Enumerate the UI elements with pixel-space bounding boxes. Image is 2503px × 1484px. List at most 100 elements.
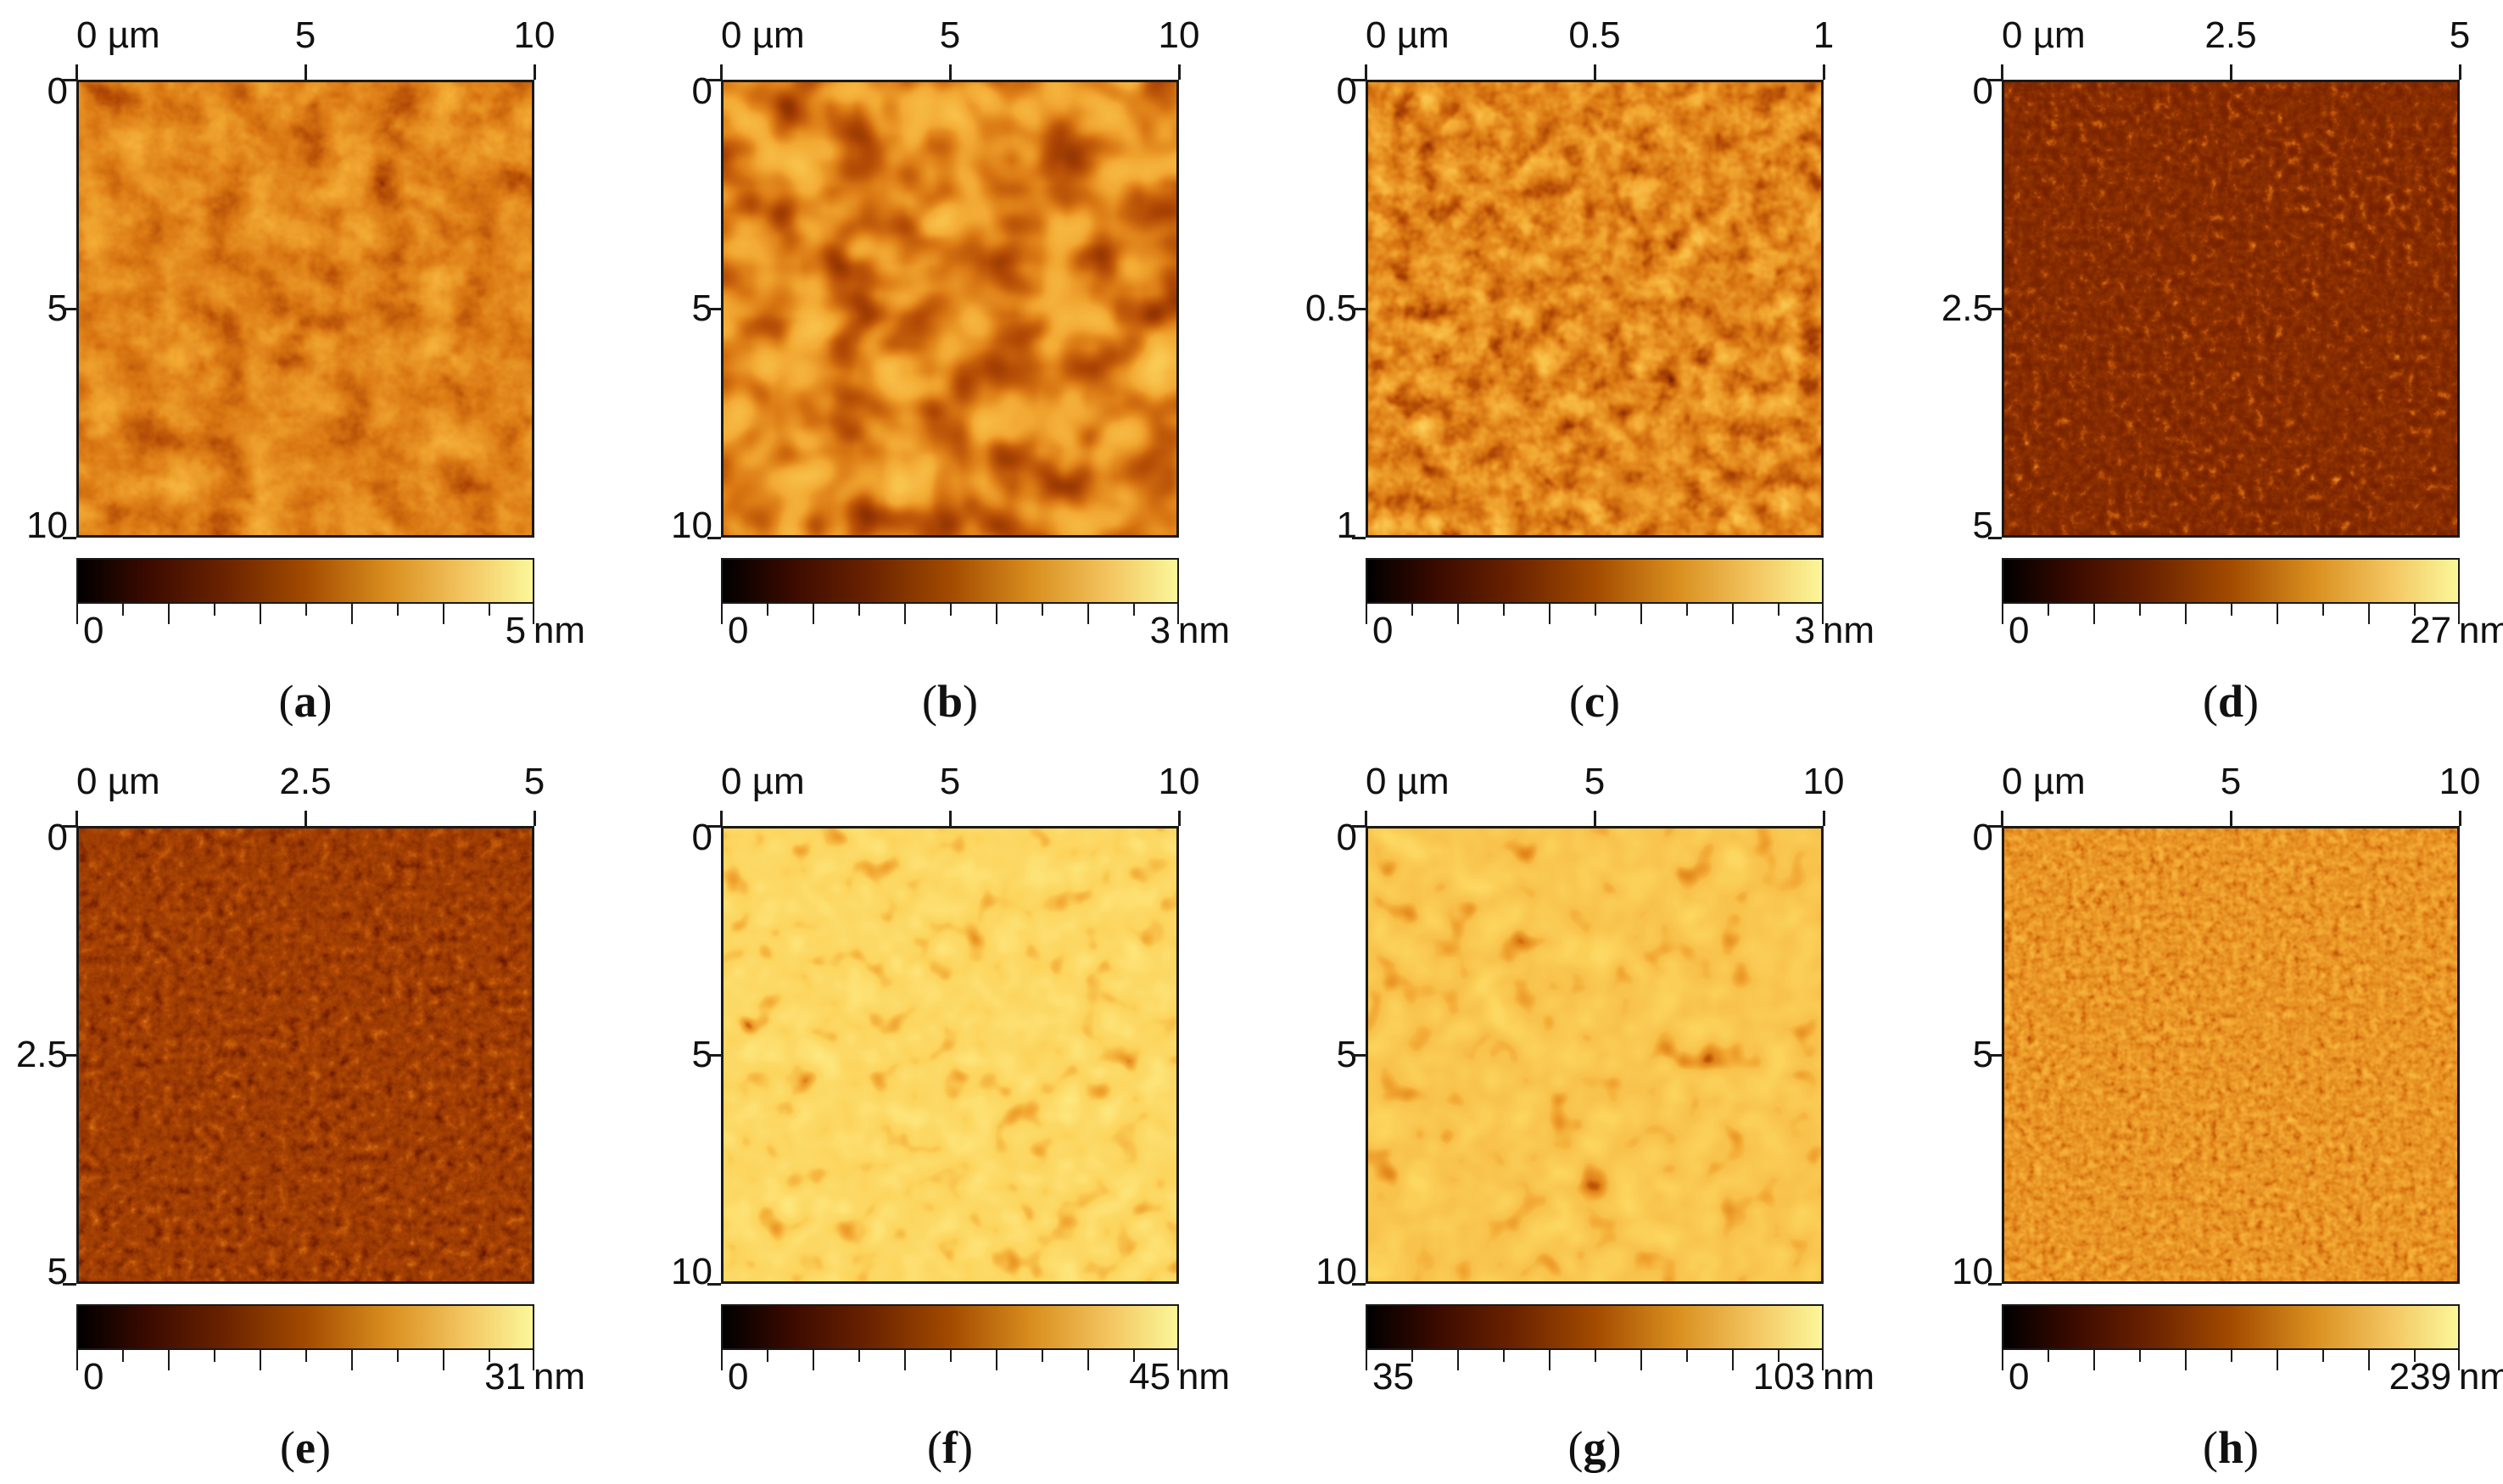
colorbar-max-value: 239 (2388, 1356, 2452, 1398)
colorbar-tick-mark (1640, 1350, 1642, 1370)
colorbar-tick-mark (2185, 604, 2187, 624)
y-axis-tick-label: 0 (1336, 70, 1357, 112)
colorbar-tick-mark (168, 604, 170, 624)
colorbar-tick-mark (305, 1350, 307, 1362)
y-axis-tick-label: 0 (1972, 817, 1993, 858)
y-axis-tick-mark (1352, 1054, 1366, 1057)
colorbar-tick-mark (2368, 604, 2370, 624)
colorbar-tick-mark (2368, 1350, 2370, 1370)
height-map-texture (1368, 828, 1821, 1281)
x-axis-tick-label: 10 (1158, 761, 1200, 802)
y-axis-tick-label: 0 (1972, 70, 1993, 112)
colorbar-max-value: 3 (1794, 610, 1816, 651)
colorbar-tick-mark (2277, 1350, 2278, 1370)
height-map-texture (724, 828, 1176, 1281)
afm-panel-d: 0 µm 2.5 5 0 2.5 5 0 27 nm (d) (1934, 8, 2503, 725)
colorbar-axis (1366, 1350, 1824, 1370)
x-axis-tick-mark (2001, 64, 2003, 80)
y-axis-tick-label: 10 (1952, 1251, 1993, 1292)
y-axis-tick-mark (707, 308, 721, 310)
colorbar-tick-mark (443, 1350, 444, 1370)
y-axis-tick-mark (63, 825, 76, 828)
colorbar-unit: nm (2458, 1356, 2503, 1398)
colorbar-tick-mark (996, 604, 997, 624)
x-axis-tick-mark (1178, 811, 1181, 826)
x-axis-tick-mark (1365, 64, 1367, 80)
x-axis-tick-mark (1178, 64, 1181, 80)
colorbar-tick-mark (2414, 604, 2416, 616)
x-axis-tick-mark (534, 64, 536, 80)
colorbar-tick-mark (397, 604, 399, 616)
x-axis-tick-label: 5 (2449, 14, 2471, 56)
colorbar-tick-mark (1732, 604, 1734, 624)
afm-height-map (721, 826, 1179, 1284)
y-axis-tick-label: 10 (671, 1251, 712, 1292)
y-axis-tick-mark (1988, 1054, 2002, 1057)
height-map-texture (79, 828, 532, 1281)
y-axis-tick-label: 10 (1316, 1251, 1357, 1292)
y-axis-tick-mark (1988, 1283, 2002, 1286)
colorbar-max-value: 27 (2410, 610, 2452, 651)
colorbar-tick-mark (904, 604, 906, 624)
colorbar-tick-mark (2139, 1350, 2141, 1362)
colorbar-tick-mark (351, 1350, 353, 1370)
height-colorbar (721, 1304, 1179, 1350)
colorbar-min-label: 0 (728, 1356, 749, 1398)
y-axis-tick-mark (707, 825, 721, 828)
colorbar-tick-mark (2458, 1350, 2460, 1370)
colorbar-tick-mark (1042, 1350, 1043, 1362)
x-axis-tick-label: 1 (1813, 14, 1835, 56)
colorbar-tick-mark (1177, 1350, 1179, 1370)
afm-height-map (2002, 826, 2460, 1284)
x-axis-tick-mark (1823, 64, 1825, 80)
colorbar-tick-mark (1822, 1350, 1824, 1370)
x-axis-tick-label: 0 µm (1366, 14, 1450, 56)
colorbar-tick-mark (305, 604, 307, 616)
y-axis-tick-label: 2.5 (15, 1034, 68, 1075)
colorbar-min-label: 0 (728, 610, 749, 651)
x-axis-tick-mark (75, 811, 78, 826)
colorbar-max-value: 45 (1129, 1356, 1171, 1398)
x-axis-tick-mark (1594, 64, 1596, 80)
panel-caption-letter: g (1583, 1422, 1606, 1473)
colorbar-unit: nm (1177, 610, 1230, 651)
height-colorbar (721, 558, 1179, 604)
panel-caption-letter: h (2217, 1422, 2244, 1473)
y-axis-tick-mark (1988, 79, 2002, 81)
colorbar-tick-mark (533, 1350, 534, 1370)
colorbar-max-label: 3 nm (1795, 612, 1874, 650)
panel-caption: (e) (280, 1422, 331, 1473)
colorbar-tick-mark (2231, 1350, 2232, 1362)
y-axis-tick-mark (1988, 825, 2002, 828)
colorbar-axis (76, 1350, 534, 1370)
colorbar-tick-mark (904, 1350, 906, 1370)
x-axis-tick-label: 0 µm (721, 14, 805, 56)
x-axis-tick-label: 5 (939, 14, 961, 56)
colorbar-tick-mark (1042, 604, 1043, 616)
colorbar-tick-mark (168, 1350, 170, 1370)
x-axis-tick-mark (75, 64, 78, 80)
colorbar-tick-mark (721, 1350, 723, 1370)
colorbar-tick-mark (1686, 1350, 1688, 1362)
y-axis-tick-mark (707, 1283, 721, 1286)
x-axis-tick-label: 5 (294, 14, 316, 56)
x-axis-tick-label: 0 µm (76, 14, 160, 56)
x-axis-tick-mark (1823, 811, 1825, 826)
colorbar-min-label: 0 (83, 1356, 104, 1398)
x-axis-tick-mark (2230, 64, 2232, 80)
colorbar-tick-mark (2048, 604, 2049, 616)
colorbar-tick-mark (489, 1350, 490, 1362)
x-axis-tick-label: 0 µm (721, 761, 805, 802)
colorbar-tick-mark (2139, 604, 2141, 616)
y-axis-tick-label: 0 (47, 70, 68, 112)
y-axis-tick-label: 10 (26, 505, 68, 546)
colorbar-tick-mark (813, 1350, 814, 1370)
colorbar-tick-mark (1177, 604, 1179, 624)
x-axis-tick-label: 5 (1584, 761, 1606, 802)
y-axis-tick-label: 10 (671, 505, 712, 546)
afm-height-map (1366, 826, 1824, 1284)
height-map-texture (2004, 828, 2457, 1281)
panel-caption-letter: f (942, 1422, 958, 1473)
height-colorbar (76, 558, 534, 604)
colorbar-unit: nm (1177, 1356, 1230, 1398)
